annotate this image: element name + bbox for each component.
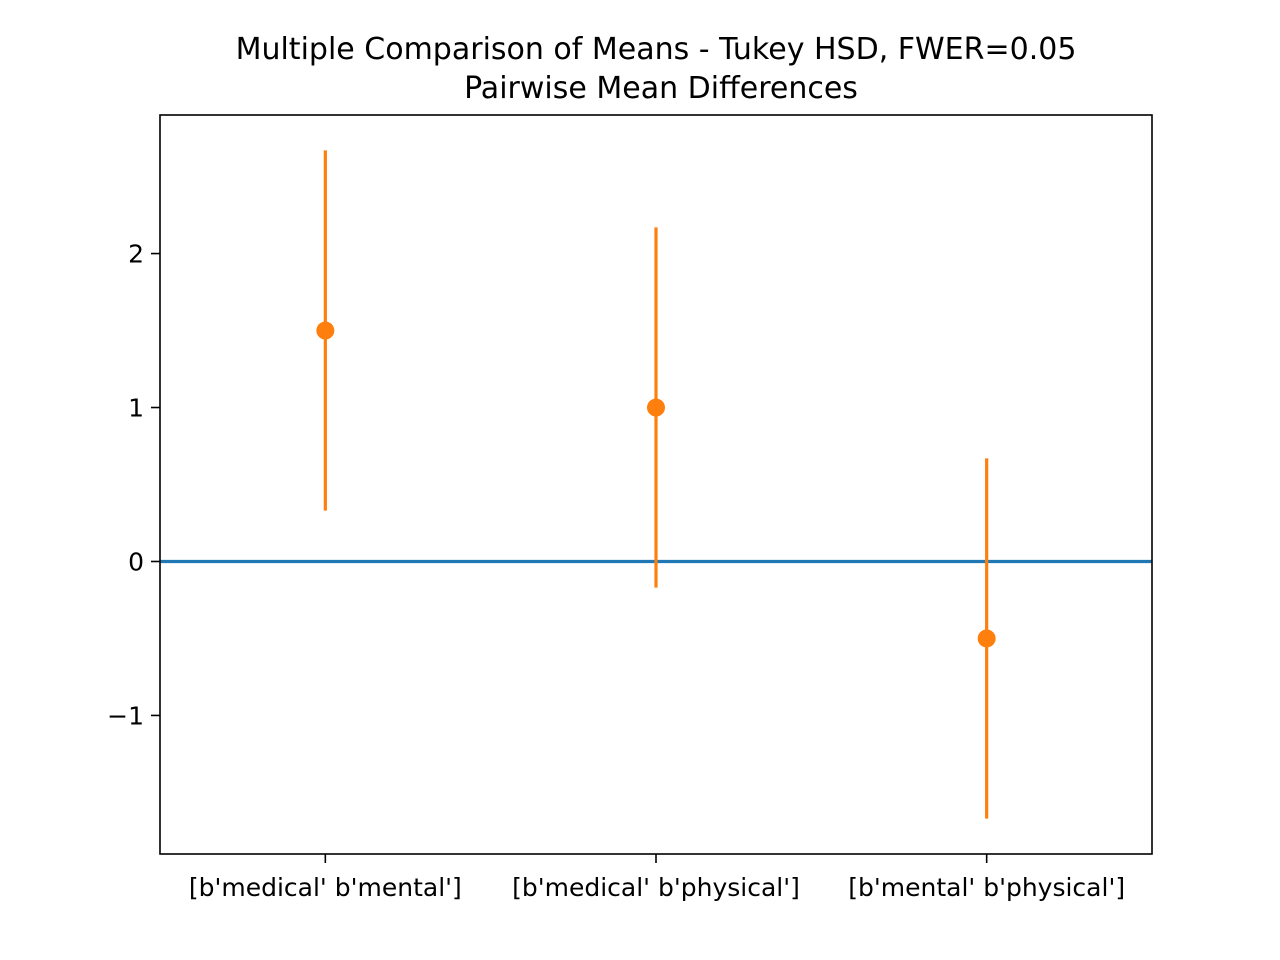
- chart-subtitle: Pairwise Mean Differences: [464, 71, 858, 106]
- x-tick-label-0: [b'medical' b'mental']: [189, 873, 462, 902]
- mean-marker-2: [977, 629, 996, 648]
- y-tick-label-3: 2: [128, 240, 144, 269]
- mean-marker-0: [316, 321, 335, 340]
- y-tick-label-2: 1: [128, 394, 144, 423]
- x-tick-label-1: [b'medical' b'physical']: [512, 873, 800, 902]
- mean-marker-1: [647, 398, 665, 417]
- y-tick-label-1: 0: [128, 547, 144, 576]
- x-tick-label-2: [b'mental' b'physical']: [848, 873, 1125, 902]
- y-tick-label-0: −1: [107, 701, 144, 730]
- plot-area: [160, 150, 1152, 819]
- chart-title: Multiple Comparison of Means - Tukey HSD…: [236, 32, 1077, 67]
